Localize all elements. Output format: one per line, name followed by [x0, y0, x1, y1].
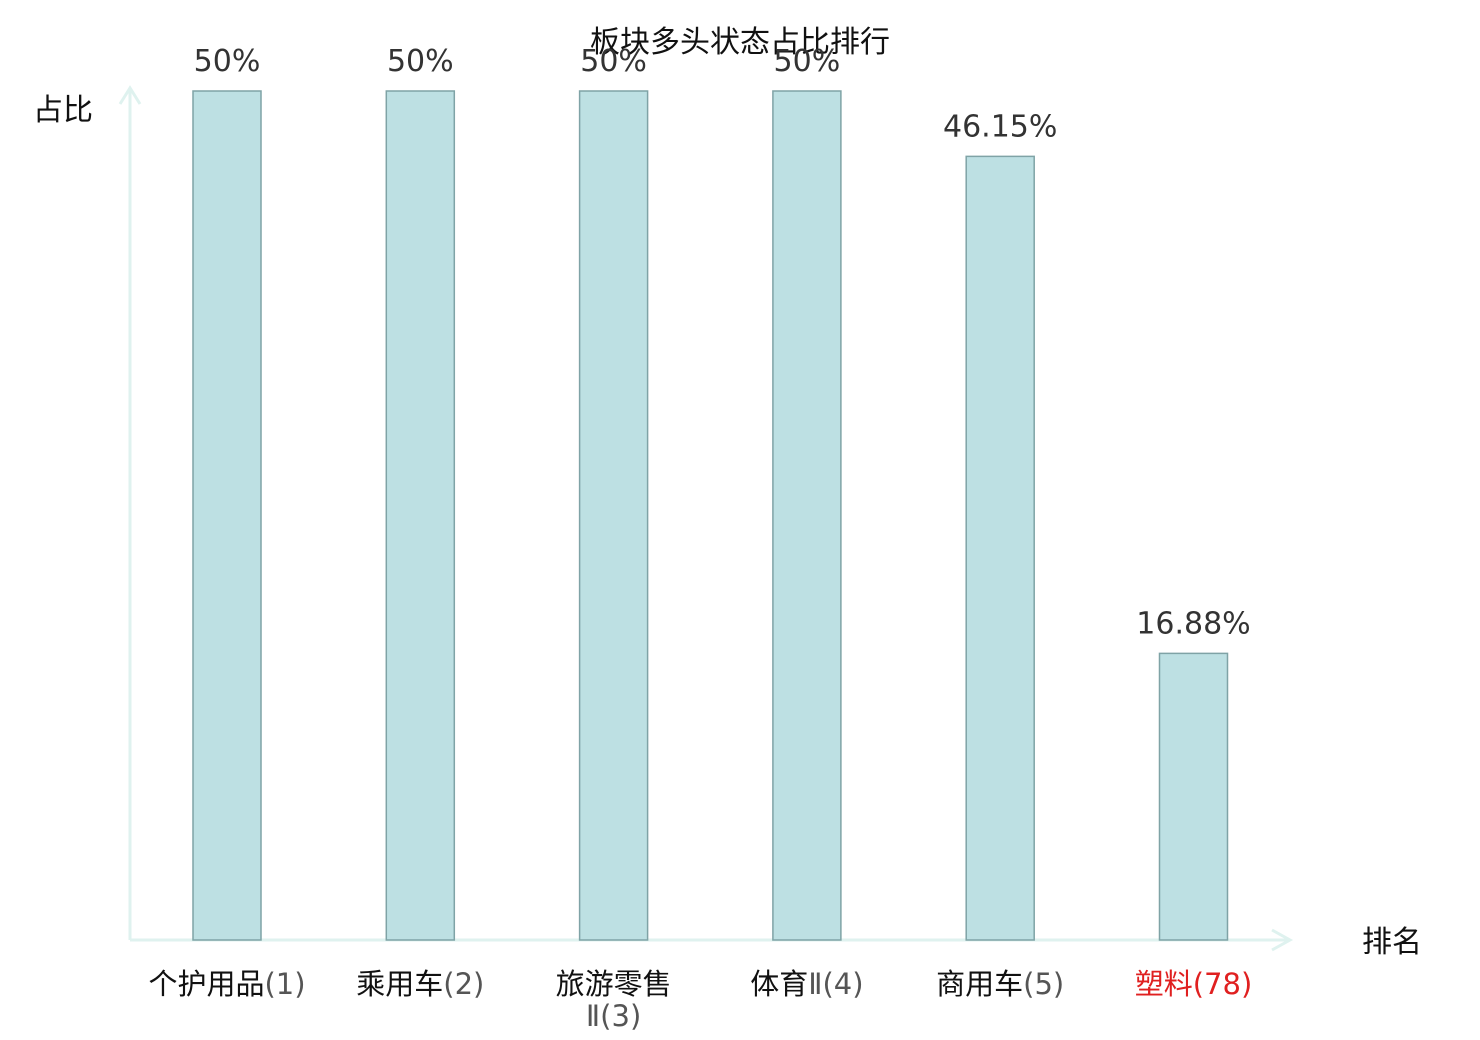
category-label: 商用车(5)	[936, 967, 1064, 1001]
bar	[578, 90, 649, 941]
category-label: 个护用品(1)	[148, 967, 305, 1001]
bar-value-label: 50%	[387, 44, 454, 79]
bar	[385, 90, 456, 941]
bar-value-label: 46.15%	[943, 109, 1057, 144]
category-labels-group: 个护用品(1) 乘用车(2) 旅游零售 Ⅱ(3) 体育Ⅱ(4) 商用车(5) 塑料(78)	[148, 967, 1252, 1033]
category-label: 体育Ⅱ(4)	[750, 967, 863, 1001]
axes	[118, 85, 1294, 952]
bar-value-label: 50%	[580, 44, 647, 79]
bar-value-label: 50%	[194, 44, 261, 79]
y-axis-arrow-icon	[118, 85, 142, 105]
bar	[192, 90, 262, 941]
bar	[1158, 652, 1229, 941]
category-label: 乘用车(2)	[356, 967, 484, 1001]
bar-value-label: 50%	[774, 44, 841, 79]
bars-group	[192, 90, 1229, 941]
value-labels-group: 50% 50% 50% 50% 46.15% 16.88%	[194, 44, 1251, 641]
bar	[965, 155, 1035, 941]
x-axis-label: 排名	[1362, 925, 1422, 960]
x-axis-arrow-icon	[1271, 928, 1294, 952]
bar	[772, 90, 842, 941]
category-label: 塑料(78)	[1135, 967, 1253, 1001]
y-axis-label: 占比	[33, 93, 93, 128]
chart-title: 板块多头状态占比排行	[590, 25, 890, 60]
bar-value-label: 16.88%	[1136, 606, 1250, 641]
category-label: 旅游零售 Ⅱ(3)	[556, 967, 672, 1033]
